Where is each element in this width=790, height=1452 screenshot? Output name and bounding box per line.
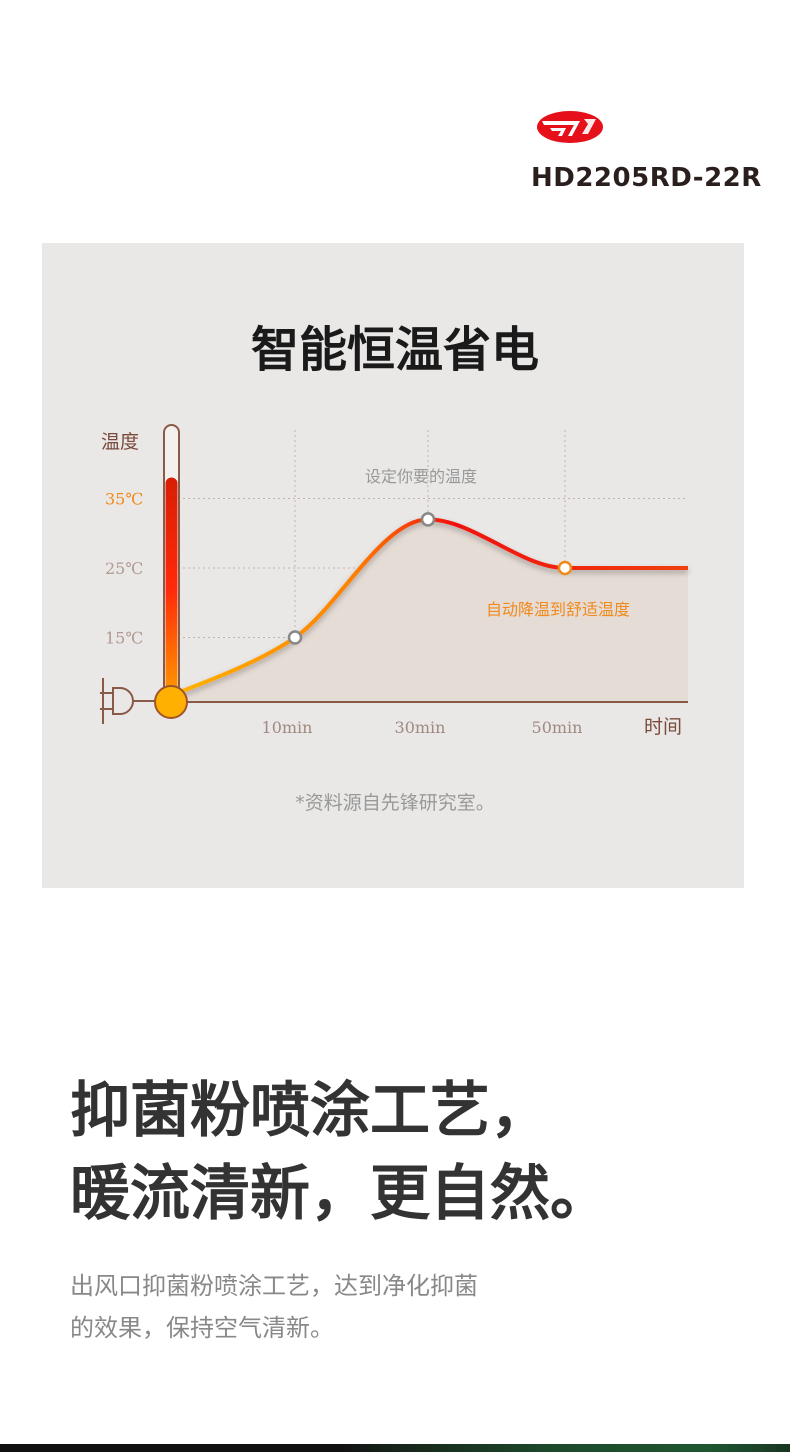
temperature-chart: 15℃ 25℃ 35℃ 10min 30min 50min 温度 时间 设定你要的温度 自… xyxy=(100,424,688,738)
x-axis-label: 时间 xyxy=(644,716,682,738)
chart-title: 智能恒温省电 xyxy=(250,322,539,378)
y-tick-label: 15℃ xyxy=(105,629,143,648)
description-line-1: 出风口抑菌粉喷涂工艺，达到净化抑菌 xyxy=(70,1272,478,1300)
data-point-marker xyxy=(420,512,436,527)
plug-icon xyxy=(100,678,160,724)
headline-line-2: 暖流清新，更自然。 xyxy=(70,1159,610,1229)
model-number: HD2205RD-22R xyxy=(531,163,762,193)
x-tick-label: 50min xyxy=(532,718,583,737)
y-tick-label: 25℃ xyxy=(105,559,143,578)
next-section-preview xyxy=(0,1444,790,1452)
description-line-2: 的效果，保持空气清新。 xyxy=(70,1314,334,1342)
x-tick-label: 30min xyxy=(395,718,446,737)
y-tick-label: 35℃ xyxy=(105,490,143,509)
data-point-marker xyxy=(287,630,303,645)
settle-annotation: 自动降温到舒适温度 xyxy=(486,600,630,619)
source-note: *资料源自先锋研究室。 xyxy=(295,792,495,814)
peak-annotation: 设定你要的温度 xyxy=(365,467,477,486)
x-tick-label: 10min xyxy=(262,718,313,737)
brand-logo xyxy=(537,111,603,143)
area-fill xyxy=(171,519,688,702)
y-axis-label: 温度 xyxy=(101,431,139,453)
thermometer-level xyxy=(165,477,178,702)
thermometer-bulb xyxy=(154,685,188,719)
headline-line-1: 抑菌粉喷涂工艺， xyxy=(70,1076,550,1146)
data-point-marker xyxy=(557,560,573,576)
